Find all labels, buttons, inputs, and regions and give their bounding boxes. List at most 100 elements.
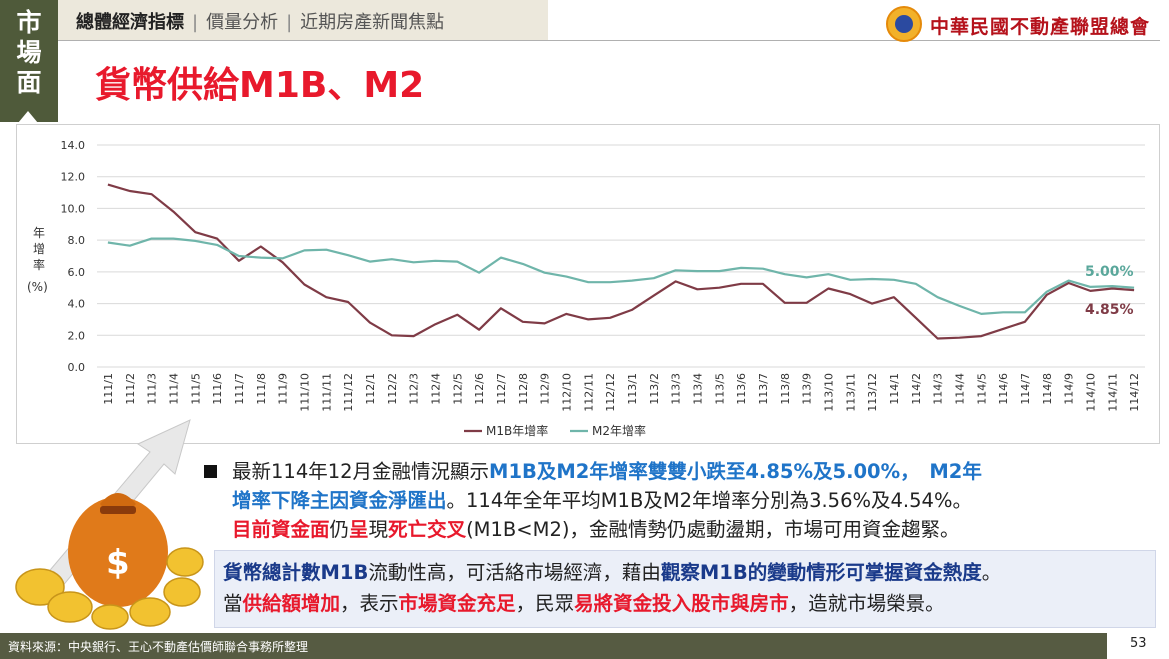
y-tick-label: 0.0 xyxy=(68,361,86,374)
x-tick-label: 113/7 xyxy=(757,373,770,405)
x-tick-label: 113/1 xyxy=(626,373,639,405)
m2-series-line xyxy=(107,237,1135,315)
x-tick-label: 114/1 xyxy=(888,373,901,405)
money-bag-illustration: $ xyxy=(0,412,215,632)
x-tick-label: 112/10 xyxy=(560,373,573,412)
x-tick-label: 113/6 xyxy=(735,373,748,405)
summary-emphasis: 呈 xyxy=(349,518,369,541)
note-text: 流動性高，可活絡市場經濟，藉由 xyxy=(368,561,661,584)
bullet-marker xyxy=(204,465,217,478)
note-text: 當 xyxy=(223,592,243,615)
page-title: 貨幣供給M1B、M2 xyxy=(95,65,425,106)
x-tick-label: 111/7 xyxy=(233,373,246,405)
section-tab-char: 市 xyxy=(16,8,42,37)
x-tick-label: 111/11 xyxy=(320,373,333,412)
nav-strip xyxy=(58,0,548,40)
x-tick-label: 111/5 xyxy=(189,373,202,405)
x-tick-label: 114/6 xyxy=(997,373,1010,405)
x-tick-label: 114/9 xyxy=(1063,373,1076,405)
x-tick-label: 111/8 xyxy=(255,373,268,405)
nav-item-macro-indicators[interactable]: 總體經濟指標 xyxy=(76,12,184,33)
x-tick-label: 113/9 xyxy=(801,373,814,405)
seal-icon xyxy=(886,6,922,42)
x-tick-label: 113/3 xyxy=(670,373,683,405)
explanation-box: 貨幣總計數M1B流動性高，可活絡市場經濟，藉由觀察M1B的變動情形可掌握資金熱度… xyxy=(214,550,1156,628)
y-tick-label: 14.0 xyxy=(61,139,86,152)
x-tick-label: 112/3 xyxy=(408,373,421,405)
x-tick-label: 113/8 xyxy=(779,373,792,405)
x-tick-label: 113/11 xyxy=(844,373,857,412)
data-source: 資料來源：中央銀行、王心不動產估價師聯合事務所整理 xyxy=(8,640,309,654)
x-tick-label: 112/12 xyxy=(604,373,617,412)
note-text: ，民眾 xyxy=(515,592,575,615)
y-tick-label: 8.0 xyxy=(68,234,86,247)
y-tick-label: 10.0 xyxy=(61,202,86,215)
m1b-end-label: 4.85% xyxy=(1085,302,1134,318)
legend-label: M1B年增率 xyxy=(486,423,548,438)
nav-item-price-volume[interactable]: 價量分析 xyxy=(206,12,279,33)
x-tick-label: 114/4 xyxy=(953,373,966,405)
x-tick-label: 112/4 xyxy=(429,373,442,405)
note-emphasis: 市場資金充足 xyxy=(398,592,516,615)
summary-paragraph: 最新114年12月金融情況顯示M1B及M2年增率雙雙小跌至4.85%及5.00%… xyxy=(232,457,1152,544)
legend-label: M2年增率 xyxy=(592,423,646,438)
x-tick-label: 112/2 xyxy=(386,373,399,405)
x-tick-label: 111/10 xyxy=(298,373,311,412)
x-tick-label: 114/2 xyxy=(910,373,923,405)
x-tick-label: 112/1 xyxy=(364,373,377,405)
summary-highlight: M1B及M2年增率雙雙小跌至4.85%及5.00%， M2年 xyxy=(489,460,982,483)
note-emphasis: 易將資金投入股市與房市 xyxy=(574,592,789,615)
note-text: 。 xyxy=(981,561,1002,584)
x-tick-label: 114/7 xyxy=(1019,373,1032,405)
svg-text:$: $ xyxy=(106,543,130,583)
x-tick-label: 113/10 xyxy=(822,373,835,412)
x-tick-label: 112/7 xyxy=(495,373,508,405)
x-tick-label: 114/5 xyxy=(975,373,988,405)
x-tick-label: 114/10 xyxy=(1084,373,1097,412)
x-tick-label: 113/2 xyxy=(648,373,661,405)
x-tick-label: 111/12 xyxy=(342,373,355,412)
x-tick-label: 111/2 xyxy=(124,373,137,405)
organization-name: 中華民國不動產聯盟總會 xyxy=(930,16,1151,38)
section-tab-char: 場 xyxy=(16,38,42,67)
note-highlight: 觀察M1B的變動情形可掌握資金熱度 xyxy=(660,561,982,584)
x-tick-label: 114/8 xyxy=(1041,373,1054,405)
note-highlight: 貨幣總計數M1B xyxy=(223,561,369,584)
note-text: ，表示 xyxy=(340,592,399,615)
x-tick-label: 112/11 xyxy=(582,373,595,412)
y-tick-label: 6.0 xyxy=(68,266,86,279)
nav-item-news[interactable]: 近期房產新聞焦點 xyxy=(300,12,445,33)
summary-text: 仍 xyxy=(329,518,350,541)
y-tick-label: 4.0 xyxy=(68,298,86,311)
x-tick-label: 112/5 xyxy=(451,373,464,405)
m2-end-label: 5.00% xyxy=(1085,264,1134,280)
x-tick-label: 114/3 xyxy=(932,373,945,405)
footer-bar xyxy=(0,633,1107,659)
nav-separator: | xyxy=(192,12,199,33)
page-number: 53 xyxy=(1130,636,1147,651)
x-tick-label: 111/6 xyxy=(211,373,224,405)
header-divider xyxy=(58,40,1160,41)
section-nav: 總體經濟指標 | 價量分析 | 近期房產新聞焦點 xyxy=(76,8,444,34)
x-tick-label: 111/3 xyxy=(146,373,159,405)
x-tick-label: 113/12 xyxy=(866,373,879,412)
x-tick-label: 111/4 xyxy=(167,373,180,405)
summary-text: 最新114年12月金融情況顯示 xyxy=(232,460,490,483)
summary-text: (M1B<M2)，金融情勢仍處動盪期，市場可用資金趨緊。 xyxy=(466,518,960,541)
x-tick-label: 113/4 xyxy=(691,373,704,405)
section-tab: 市 場 面 xyxy=(0,0,58,123)
m1b-series-line xyxy=(107,183,1135,340)
summary-text: 現 xyxy=(368,518,389,541)
chart-container: 0.0 2.0 4.0 6.0 8.0 10.0 12.0 14.0 111/1 111/2 11… xyxy=(16,124,1160,444)
summary-text: 。114年全年平均M1B及M2年增率分別為3.56%及4.54%。 xyxy=(446,489,972,512)
summary-emphasis: 目前資金面 xyxy=(232,518,330,541)
nav-separator: | xyxy=(286,12,293,33)
line-chart: 0.0 2.0 4.0 6.0 8.0 10.0 12.0 14.0 111/1 111/2 11… xyxy=(27,139,1145,438)
x-tick-label: 112/9 xyxy=(539,373,552,405)
y-tick-label: 12.0 xyxy=(61,171,86,184)
organization-logo: 中華民國不動產聯盟總會 xyxy=(886,6,1156,44)
section-tab-char: 面 xyxy=(16,68,42,97)
y-tick-label: 2.0 xyxy=(68,329,86,342)
summary-highlight: 增率下降主因資金淨匯出 xyxy=(232,489,447,512)
y-axis-label: 年增率(%) xyxy=(27,226,48,294)
